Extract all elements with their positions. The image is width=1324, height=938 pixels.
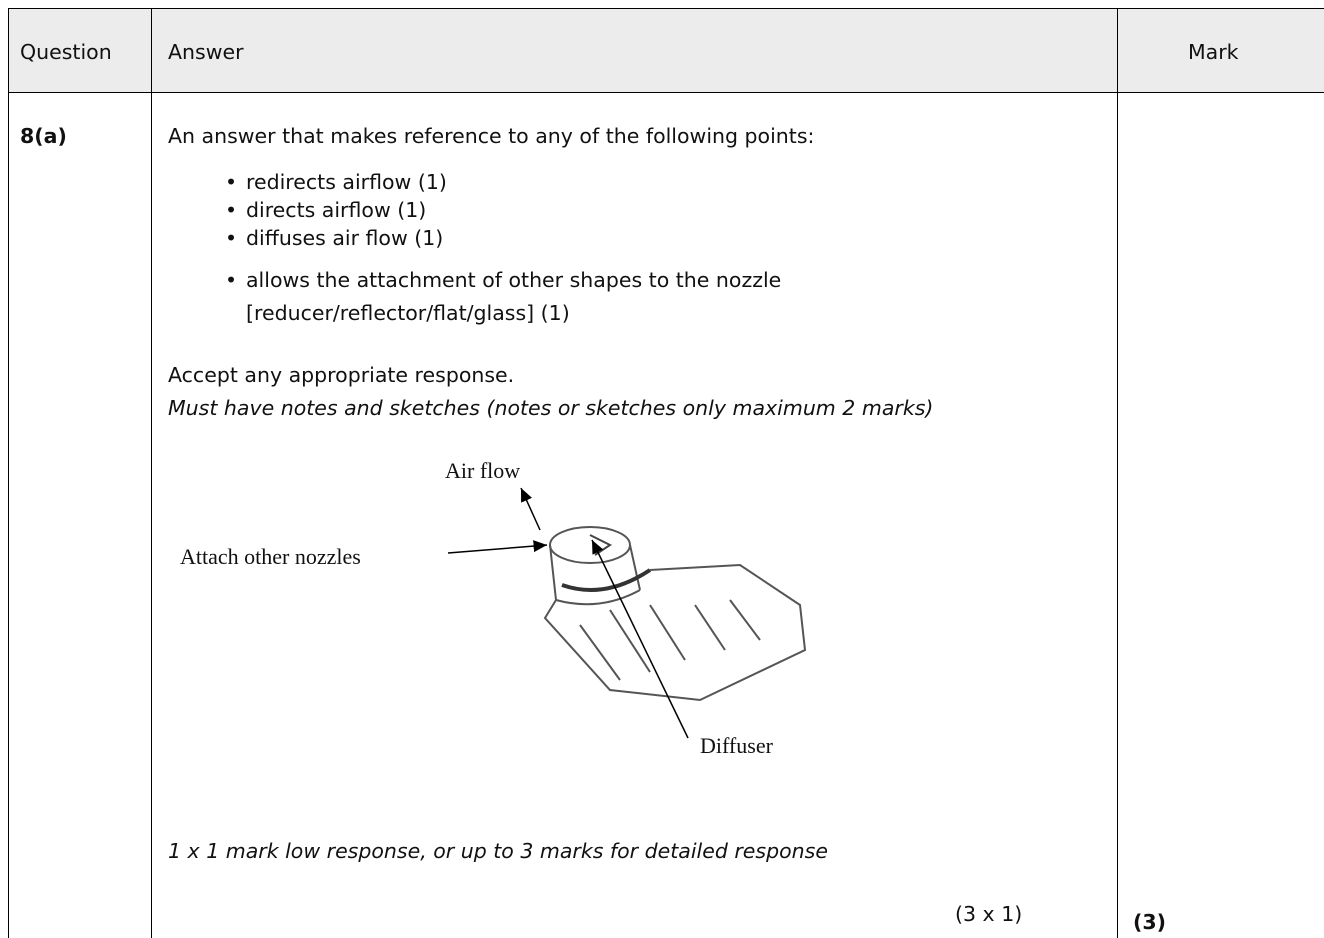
diagram-label: Air flow [445, 458, 521, 483]
tariff: (3 x 1) [955, 902, 1023, 926]
border [8, 8, 9, 938]
bullet: allows the attachment of other shapes to… [225, 264, 966, 330]
border [1117, 8, 1118, 938]
accept-note: Accept any appropriate response. [168, 363, 515, 387]
diagram-label: Attach other nozzles [180, 544, 361, 569]
bullet: diffuses air flow (1) [225, 226, 443, 250]
header-cell: Mark [1188, 40, 1239, 64]
marking-note: Must have notes and sketches (notes or s… [168, 396, 934, 420]
border [8, 92, 1324, 93]
diagram-label: Diffuser [700, 733, 773, 758]
mark: (3) [1133, 910, 1167, 934]
header-cell: Question [20, 40, 112, 64]
header-row [8, 8, 1324, 92]
guidance: 1 x 1 mark low response, or up to 3 mark… [168, 839, 828, 863]
intro: An answer that makes reference to any of… [168, 124, 815, 148]
border [151, 8, 152, 938]
nozzle-sketch [543, 526, 807, 702]
arrows [447, 487, 689, 739]
border [8, 8, 1324, 9]
bullet: redirects airflow (1) [225, 170, 447, 194]
bullet: directs airflow (1) [225, 198, 426, 222]
question-number: 8(a) [20, 124, 67, 148]
header-cell: Answer [168, 40, 244, 64]
